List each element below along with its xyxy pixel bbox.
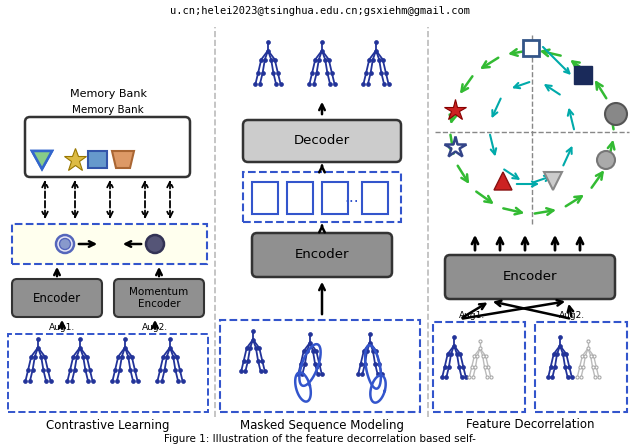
Text: ...: ... [345,190,359,206]
FancyBboxPatch shape [114,279,204,317]
Bar [220,320,420,412]
Text: u.cn;helei2023@tsinghua.edu.cn;gsxiehm@gmail.com: u.cn;helei2023@tsinghua.edu.cn;gsxiehm@g… [170,6,470,16]
Polygon shape [32,151,52,169]
Text: Aug1.: Aug1. [49,323,75,332]
Text: Memory Bank: Memory Bank [72,105,144,115]
Text: Encoder: Encoder [295,249,349,261]
Polygon shape [32,151,52,169]
Text: Figure 1: Illustration of the feature decorrelation based self-: Figure 1: Illustration of the feature de… [164,434,476,444]
Circle shape [146,235,164,253]
Circle shape [597,151,615,169]
Text: Encoder: Encoder [503,270,557,283]
FancyBboxPatch shape [12,279,102,317]
Polygon shape [494,172,512,190]
Bar [574,66,592,84]
Bar [362,182,388,214]
Bar [433,322,525,412]
FancyBboxPatch shape [25,117,190,177]
Text: Aug2.: Aug2. [142,323,168,332]
Bar [535,322,627,412]
Text: Masked Sequence Modeling: Masked Sequence Modeling [240,418,404,431]
Polygon shape [544,172,562,190]
FancyBboxPatch shape [243,120,401,162]
Text: Contrastive Learning: Contrastive Learning [46,418,170,431]
Bar [287,182,313,214]
Bar [523,40,539,56]
Bar [88,151,107,168]
Text: Aug1.: Aug1. [459,311,485,320]
Text: Aug2.: Aug2. [559,311,585,320]
Polygon shape [112,151,134,168]
FancyBboxPatch shape [252,233,392,277]
Text: Momentum
Encoder: Momentum Encoder [129,287,189,309]
Bar [322,182,348,214]
Bar [8,334,208,412]
Text: Feature Decorrelation: Feature Decorrelation [466,418,595,431]
Bar [243,172,401,222]
Bar [252,182,278,214]
Circle shape [605,103,627,125]
Circle shape [60,239,70,249]
Bar [12,224,207,264]
FancyBboxPatch shape [445,255,615,299]
Text: Memory Bank: Memory Bank [70,89,147,99]
Text: Decoder: Decoder [294,135,350,148]
Circle shape [56,235,74,253]
Text: Encoder: Encoder [33,291,81,304]
